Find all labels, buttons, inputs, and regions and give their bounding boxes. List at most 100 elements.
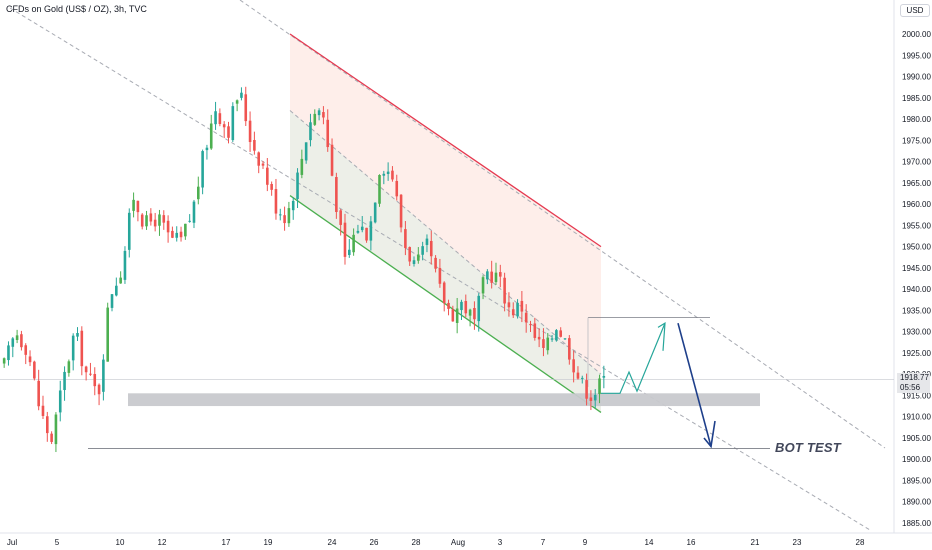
candle-body xyxy=(145,215,148,227)
channel-mid-dashed-line xyxy=(289,110,602,375)
candle-body xyxy=(205,147,209,151)
y-axis-tick-label: 1930.00 xyxy=(902,328,931,337)
lower-channel-line[interactable] xyxy=(289,195,602,413)
x-axis-tick-label: 3 xyxy=(498,538,503,547)
candle-body xyxy=(360,226,364,231)
x-axis-tick-label: Aug xyxy=(451,538,465,547)
candle-body xyxy=(537,336,541,340)
candle-body xyxy=(369,221,373,241)
candle-body xyxy=(563,338,567,340)
y-axis-tick-label: 1970.00 xyxy=(902,158,931,167)
candle-body xyxy=(119,277,122,284)
candle-body xyxy=(511,309,515,316)
y-axis-tick-label: 1975.00 xyxy=(902,136,931,145)
candle-body xyxy=(93,373,97,387)
symbol-title: CFDs on Gold (US$ / OZ), 3h, TVC xyxy=(6,4,147,14)
upper-channel-line[interactable] xyxy=(289,33,602,248)
candle-body xyxy=(429,240,433,257)
candle-body xyxy=(136,200,140,213)
candle-body xyxy=(80,330,84,367)
projection-down-path[interactable] xyxy=(677,322,712,447)
y-axis-tick-label: 1885.00 xyxy=(902,519,931,528)
candle-body xyxy=(188,220,191,222)
candle-body xyxy=(227,126,230,138)
candle-body xyxy=(399,194,403,228)
candle-body xyxy=(589,397,593,401)
candle-body xyxy=(84,366,88,373)
bot-test-label: BOT TEST xyxy=(775,440,841,455)
projection-up-path[interactable] xyxy=(601,322,666,394)
candle-body xyxy=(71,335,75,361)
candle-body xyxy=(50,433,53,442)
x-axis-tick-label: 12 xyxy=(158,538,167,547)
candle-body xyxy=(15,335,19,340)
candle-body xyxy=(585,380,588,399)
candle-body xyxy=(542,339,545,348)
y-axis-tick-label: 1910.00 xyxy=(902,413,931,422)
candle-body xyxy=(149,213,153,222)
candle-body xyxy=(166,220,170,233)
candle-body xyxy=(171,230,174,238)
candle-body xyxy=(127,212,131,250)
candle-body xyxy=(378,174,381,204)
candle-body xyxy=(46,416,49,434)
candle-body xyxy=(140,214,144,227)
candle-body xyxy=(339,210,342,225)
x-axis-tick-label: 21 xyxy=(751,538,760,547)
candle-body xyxy=(58,390,62,413)
candle-body xyxy=(278,214,282,216)
candle-body xyxy=(222,124,226,128)
candle-body xyxy=(572,359,575,373)
candle-body xyxy=(421,246,424,255)
candle-body xyxy=(283,215,286,224)
x-axis-tick-label: 7 xyxy=(541,538,546,547)
candle-body xyxy=(304,142,308,161)
currency-label[interactable]: USD xyxy=(900,4,930,17)
candle-body xyxy=(330,144,334,176)
support-zone-rect[interactable] xyxy=(128,393,760,407)
candle-body xyxy=(442,282,446,304)
candle-body xyxy=(235,100,239,104)
candle-body xyxy=(209,123,213,149)
x-axis-tick-label: 14 xyxy=(645,538,654,547)
candle-body xyxy=(438,267,442,284)
x-axis-tick-label: 17 xyxy=(222,538,231,547)
projection-up-arrowhead xyxy=(657,322,666,351)
candle-body xyxy=(20,334,23,348)
candle-body xyxy=(533,323,537,338)
candle-body xyxy=(417,254,420,261)
candle-body xyxy=(598,378,601,395)
x-axis-tick-label: 24 xyxy=(328,538,337,547)
candle-body xyxy=(408,247,411,262)
candle-body xyxy=(89,373,92,375)
candle-body xyxy=(386,171,390,174)
candle-body xyxy=(559,330,562,337)
candle-body xyxy=(486,271,489,280)
candle-body xyxy=(309,122,312,141)
candle-body xyxy=(555,330,558,341)
current-price-value: 1918.77 xyxy=(900,373,929,382)
candle-body xyxy=(214,111,217,125)
candle-body xyxy=(434,257,437,269)
candle-body xyxy=(576,372,580,379)
candle-body xyxy=(335,177,338,213)
x-axis-tick-label: 28 xyxy=(412,538,421,547)
candle-body xyxy=(54,414,58,445)
candle-body xyxy=(580,377,584,379)
candle-body xyxy=(550,338,554,340)
candle-body xyxy=(322,112,325,118)
x-axis-tick-label: 23 xyxy=(793,538,802,547)
current-price-tag: 1918.77 05:56 xyxy=(897,373,930,393)
candle-body xyxy=(261,163,265,166)
y-axis-tick-label: 1925.00 xyxy=(902,349,931,358)
x-axis-tick-label: Jul xyxy=(7,538,17,547)
candle-body xyxy=(365,227,368,241)
candle-body xyxy=(175,232,179,238)
candle-body xyxy=(520,300,524,312)
candle-body xyxy=(516,302,519,317)
candle-body xyxy=(477,295,481,322)
candle-body xyxy=(11,338,15,347)
y-axis-tick-label: 1960.00 xyxy=(902,200,931,209)
